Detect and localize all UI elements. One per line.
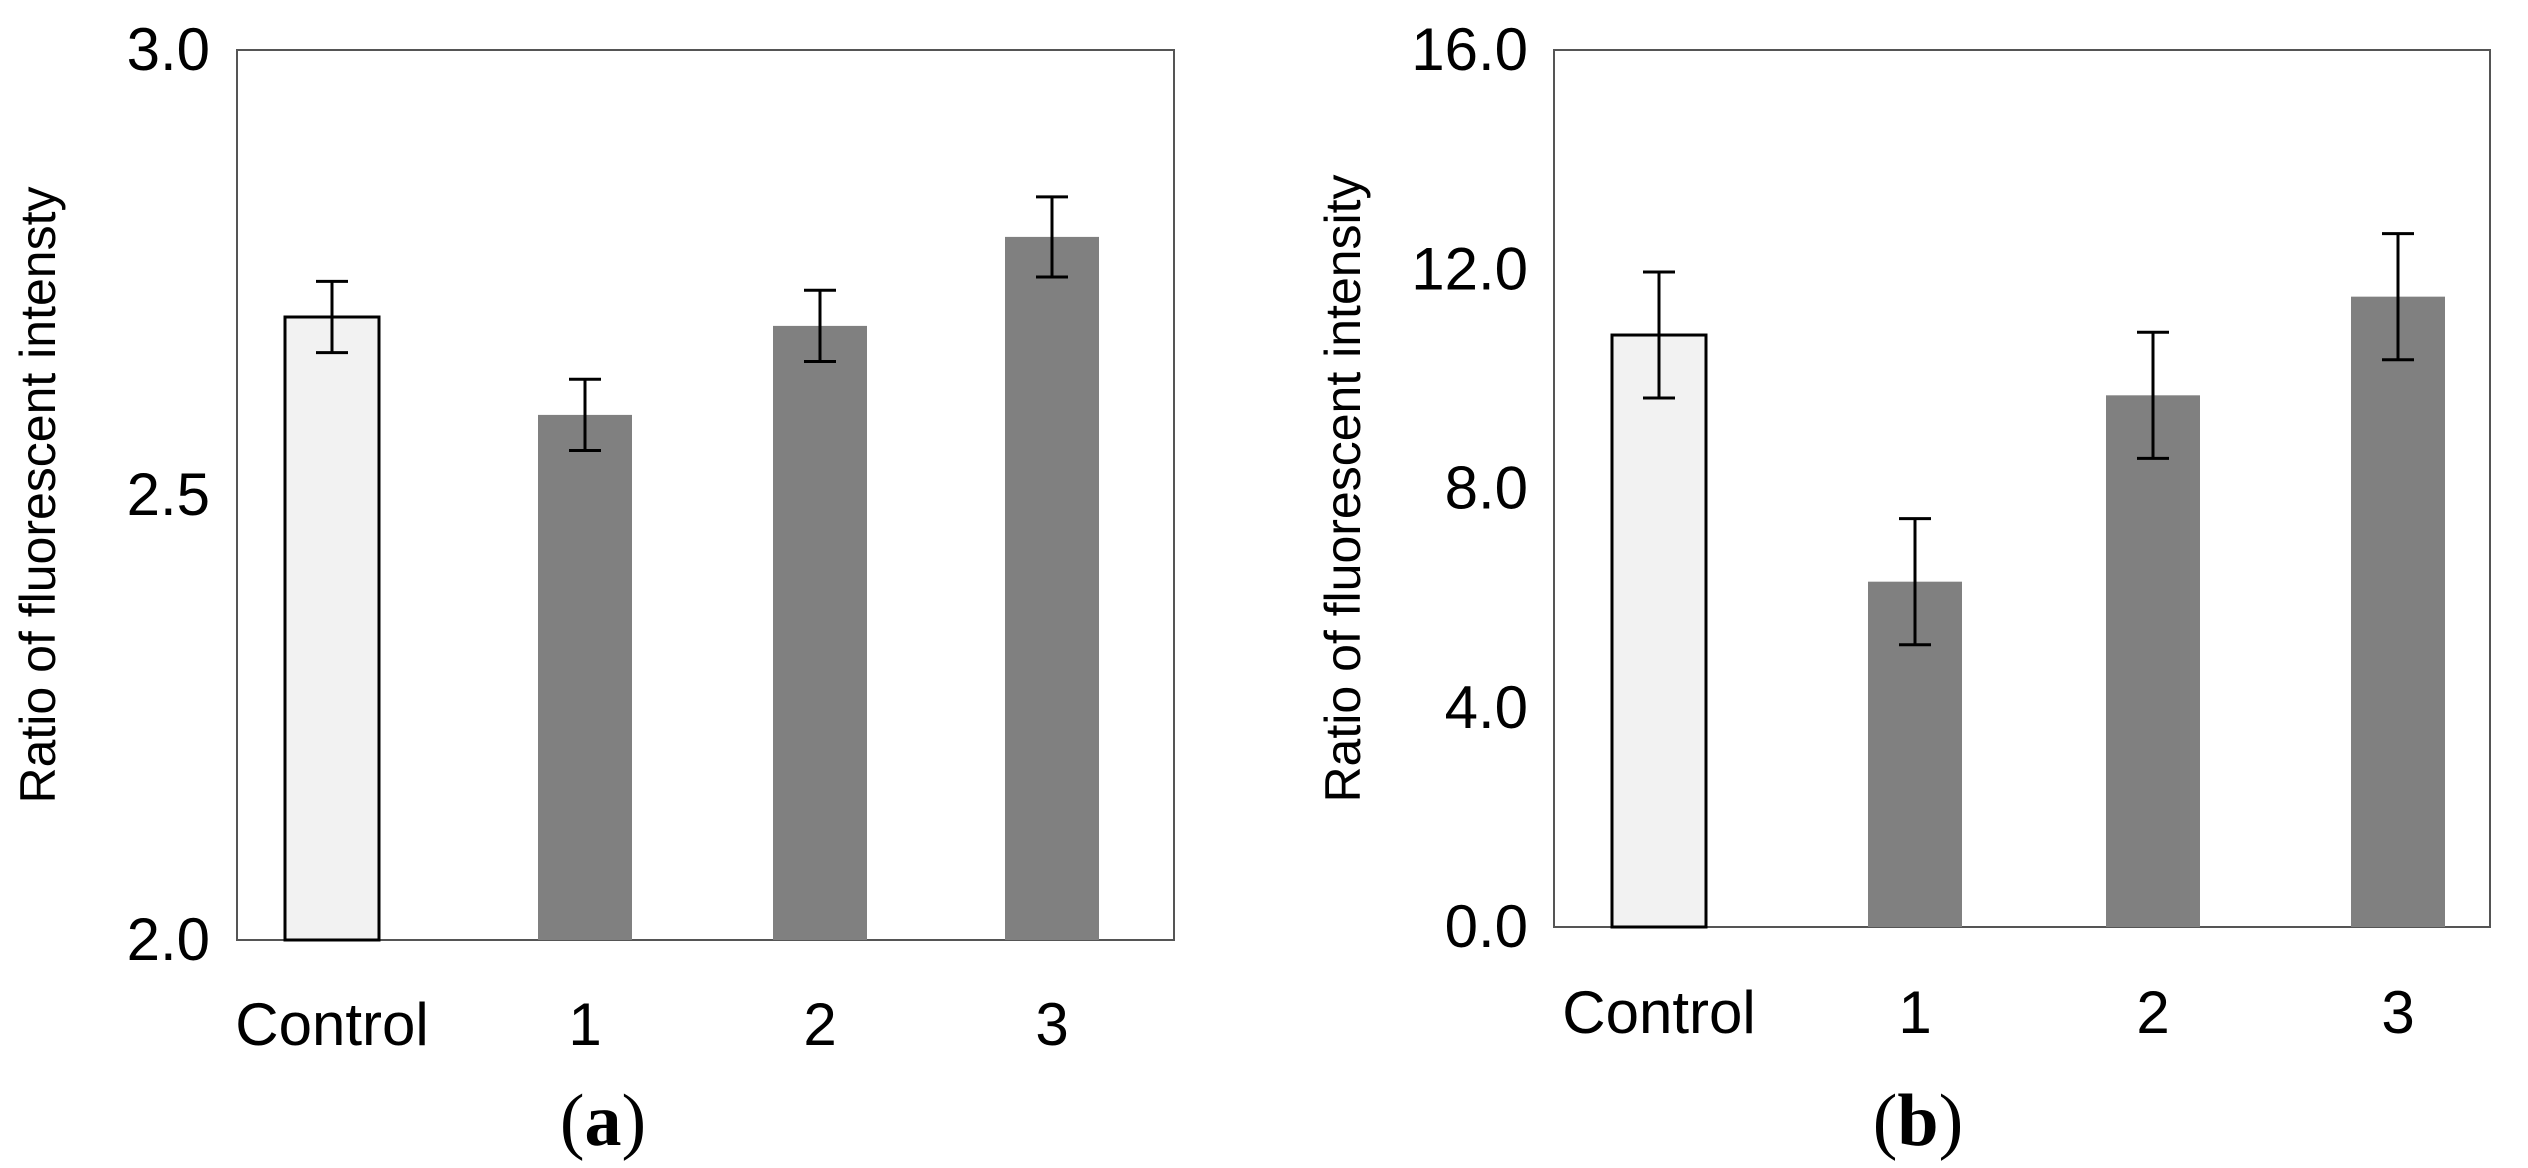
bar-3 [1005,236,1099,940]
y-tick-label: 16.0 [1411,16,1528,83]
panel-a: 2.0 2.5 3.0 Ratio of fluorescent intensty Co… [10,16,1175,1162]
category-label: Control [235,991,428,1058]
y-tick-label: 3.0 [127,16,210,83]
panel-label: (b) [1873,1080,1963,1162]
bar-1 [538,414,632,940]
y-tick-label: 0.0 [1445,893,1528,960]
category-label: 3 [2381,979,2414,1046]
category-label: Control [1562,979,1755,1046]
y-axis-label: Ratio of fluorescent intensty [10,187,66,804]
y-tick-label: 8.0 [1445,455,1528,522]
y-tick-label: 2.5 [127,461,210,528]
y-axis-label: Ratio of fluorescent intensity [1315,174,1371,802]
panel-label: (a) [560,1080,646,1162]
bar-control [1610,333,1708,929]
y-tick-label: 4.0 [1445,674,1528,741]
bar-2 [773,325,867,940]
bar-2 [2106,395,2200,928]
category-label: 1 [568,991,601,1058]
plot-frame [1553,49,2491,928]
bar-3 [2351,296,2445,927]
category-label: 2 [2136,979,2169,1046]
plot-frame [236,49,1175,941]
category-label: 1 [1898,979,1931,1046]
bar-control [283,315,381,942]
y-tick-label: 2.0 [127,906,210,973]
category-label: 2 [803,991,836,1058]
category-label: 3 [1035,991,1068,1058]
panel-b: 0.0 4.0 8.0 12.0 16.0 Ratio of fluorescent in… [1315,16,2491,1162]
y-tick-label: 12.0 [1411,235,1528,302]
